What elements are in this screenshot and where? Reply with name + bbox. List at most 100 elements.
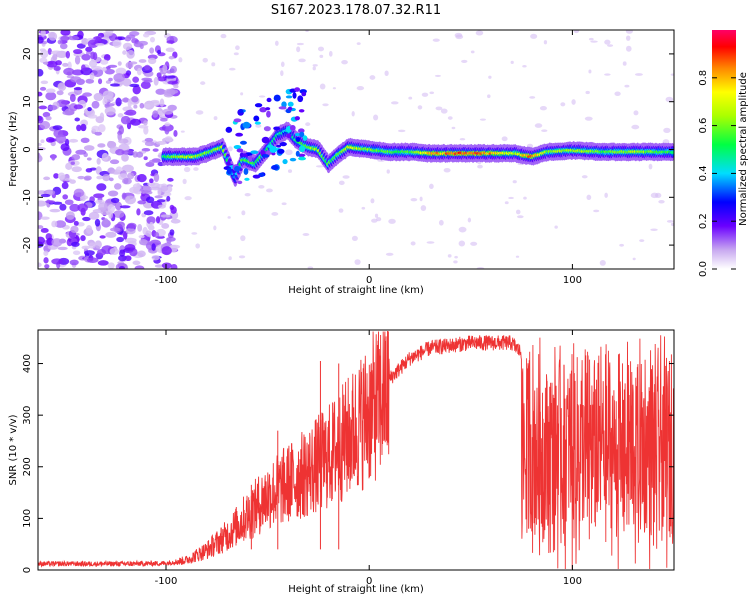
spectrogram-noise-cell (162, 64, 168, 73)
spectrogram-noise-cell (118, 125, 124, 135)
spectrogram-noise-cell (74, 55, 81, 65)
snr-line (38, 331, 674, 570)
spectrogram-noise-cell (104, 106, 116, 116)
spectrogram-noise-cell (153, 76, 159, 86)
spectrogram-ridge-cell (273, 126, 281, 131)
colorbar-tick-label: 0.2 (698, 213, 709, 229)
spectrogram-noise-cell (50, 50, 62, 55)
spectrogram-noise-cell (146, 216, 156, 225)
spectrogram-noise-cell (522, 65, 527, 68)
spectrogram-ridge-cell (297, 128, 305, 134)
spectrogram-noise-cell (109, 159, 120, 165)
spectrogram-noise-cell (120, 115, 131, 125)
spectrogram-noise-cell (75, 149, 87, 155)
spectrogram-noise-cell (508, 196, 514, 200)
spectrogram-noise-cell (165, 47, 175, 52)
spectrogram-noise-cell (458, 226, 467, 233)
spectrogram-noise-cell (369, 75, 376, 80)
spectrogram-noise-cell (131, 96, 139, 103)
spectrogram-noise-cell (115, 166, 123, 173)
spectrogram-noise-cell (650, 228, 658, 232)
spectrogram-noise-cell (77, 203, 88, 213)
spectrogram-noise-cell (132, 260, 141, 266)
spectrogram-noise-cell (116, 236, 125, 243)
spectrogram-noise-cell (581, 175, 588, 179)
spectrogram-ridge-cell (226, 161, 231, 166)
spectrogram-noise-cell (51, 220, 58, 228)
snr-frame (37, 329, 675, 571)
spectrogram-noise-cell (102, 90, 114, 100)
spectrogram-noise-cell (126, 49, 135, 59)
spectrogram-noise-cell (361, 206, 366, 210)
spectrogram-noise-cell (397, 129, 406, 133)
spectrogram-ridge-cell (278, 106, 287, 110)
spectrogram-noise-cell (184, 196, 192, 201)
spectrogram-noise-cell (662, 139, 670, 145)
spectrogram-noise-cell (142, 33, 150, 38)
spectrogram-ridge-cell (236, 148, 244, 153)
spectrogram-noise-cell (132, 76, 140, 83)
spectrogram-noise-cell (125, 61, 134, 69)
spectrogram-noise-cell (122, 42, 133, 51)
spectrogram-noise-cell (461, 59, 468, 63)
spectrogram-noise-cell (435, 106, 443, 111)
spectrogram-noise-cell (523, 196, 527, 200)
spectrogram-noise-cell (373, 114, 379, 121)
spectrogram-noise-cell (109, 83, 120, 87)
spectrogram-noise-cell (80, 137, 90, 144)
spectrogram-noise-cell (167, 177, 174, 182)
spectrogram-noise-cell (52, 125, 63, 130)
spectrogram-noise-cell (298, 58, 306, 63)
spectrogram-ridge-cell (299, 145, 306, 153)
spectrogram-noise-cell (87, 114, 98, 119)
spectrogram-ridge-cell (295, 150, 300, 157)
spectrogram-noise-cell (143, 103, 151, 109)
spectrogram-noise-cell (94, 218, 101, 227)
spectrogram-noise-cell (45, 88, 56, 94)
spectrogram-noise-cell (105, 231, 117, 238)
spectrogram-noise-cell (117, 61, 122, 66)
spectrogram-ridge-cell (239, 140, 247, 145)
spectrogram-noise-cell (164, 122, 171, 127)
spectrogram-ridge-cell (281, 101, 287, 108)
spectrogram-ridge-cell (252, 174, 261, 179)
y-tick-label: 200 (22, 457, 33, 476)
spectrogram-ridge-cell (253, 115, 260, 122)
spectrogram-noise-cell (40, 80, 49, 85)
spectrogram-noise-cell (80, 123, 87, 132)
spectrogram-noise-cell (501, 136, 508, 142)
spectrogram-noise-cell (280, 61, 285, 68)
spectrogram-noise-cell (287, 169, 293, 173)
spectrogram-noise-cell (155, 88, 166, 95)
spectrogram-noise-cell (55, 60, 62, 66)
spectrogram-ridge-cell (298, 109, 305, 113)
spectrogram-noise-cell (60, 143, 70, 152)
spectrogram-noise-cell (127, 222, 137, 229)
spectrogram-ridge-cell (226, 167, 232, 175)
spectrogram-ridge-cell (273, 94, 281, 102)
spectrogram-noise-cell (96, 175, 104, 180)
spectrogram-noise-cell (82, 92, 93, 97)
spectrogram-ridge-cell (263, 126, 271, 132)
spectrogram-noise-cell (39, 48, 46, 52)
spectrogram-noise-cell (593, 209, 600, 213)
spectrogram-noise-cell (64, 178, 72, 182)
spectrogram-noise-cell (663, 127, 671, 133)
x-tick-label: -100 (155, 576, 178, 587)
spectrogram-noise-cell (152, 110, 159, 118)
spectrogram-noise-cell (386, 169, 390, 174)
spectrogram-noise-cell (70, 161, 76, 165)
spectrogram-noise-cell (47, 47, 52, 55)
spectrogram-noise-cell (94, 208, 102, 213)
spectrogram-noise-cell (88, 211, 100, 220)
spectrogram-noise-cell (143, 120, 148, 126)
spectrogram-noise-cell (85, 46, 93, 53)
spectrogram-noise-cell (443, 168, 451, 173)
spectrogram-noise-cell (604, 39, 611, 45)
spectrogram-noise-cell (164, 127, 170, 135)
spectrogram-noise-cell (132, 183, 142, 190)
spectrogram-noise-cell (670, 73, 674, 76)
spectrogram-noise-cell (228, 67, 236, 71)
spectrogram-noise-cell (429, 183, 434, 190)
